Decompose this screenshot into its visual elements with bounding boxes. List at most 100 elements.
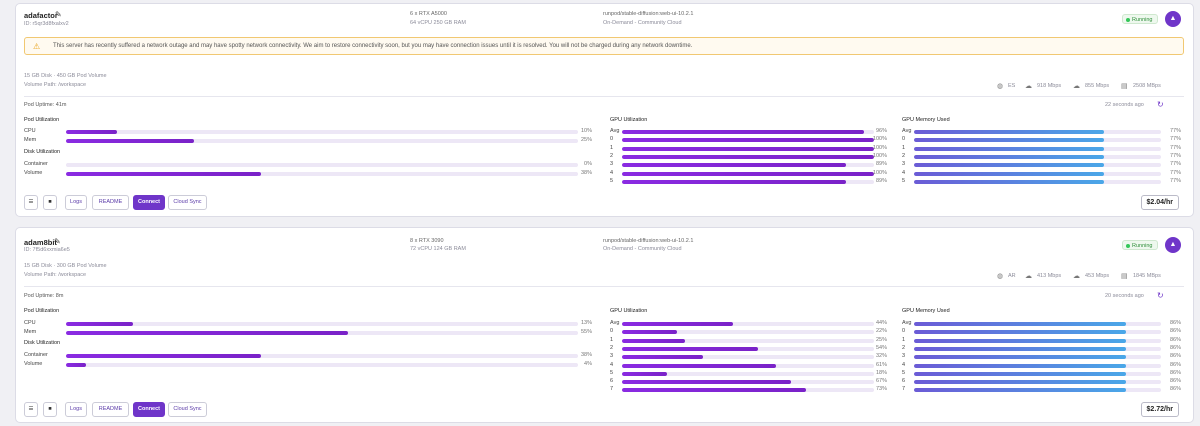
gpu-mem-track <box>914 163 1161 168</box>
gpu-mem-label: 7 <box>902 386 906 393</box>
refresh-icon[interactable]: ↻ <box>1157 100 1164 109</box>
gpu-util-track <box>622 138 874 143</box>
stop-button[interactable]: ■ <box>43 402 57 417</box>
gpu-util-track <box>622 130 874 134</box>
gpu-util-percent: 25% <box>875 336 887 343</box>
gpu-util-percent: 100% <box>872 144 887 151</box>
gpu-util-label: 3 <box>610 353 614 360</box>
gpu-util-fill <box>622 130 864 134</box>
gpu-util-fill <box>622 154 874 159</box>
disk-util-track <box>66 363 578 367</box>
connect-button[interactable]: Connect <box>133 195 165 210</box>
pod-id: ID: 7f5d6xxmia6e5 <box>24 247 70 253</box>
gpu-util-label: 6 <box>610 378 614 385</box>
cloud-sync-button[interactable]: Cloud Sync <box>168 402 207 417</box>
collapse-button[interactable]: ▲ <box>1165 11 1181 27</box>
gpu-mem-fill <box>914 380 1127 385</box>
gpu-mem-track <box>914 346 1161 351</box>
gpu-util-fill <box>622 146 874 151</box>
disk-util-label: Container <box>24 161 48 167</box>
gpu-util-fill <box>622 330 678 335</box>
gpu-mem-fill <box>914 163 1105 168</box>
gpu-util-track <box>622 146 874 151</box>
gpu-mem-percent: 77% <box>1169 144 1181 151</box>
edit-name-icon[interactable]: ✎ <box>54 237 61 246</box>
gpu-util-label: 3 <box>610 161 614 168</box>
edit-name-icon[interactable]: ✎ <box>55 10 62 19</box>
menu-button[interactable]: ☰ <box>24 195 38 210</box>
status-dot-icon <box>1126 17 1130 22</box>
gpu-util-percent: 100% <box>872 152 887 159</box>
gpu-mem-track <box>914 338 1161 343</box>
disk-icon: ▤ <box>1121 273 1128 280</box>
disk-util-fill <box>66 172 261 176</box>
gpu-mem-label: 4 <box>902 169 906 176</box>
gpu-mem-fill <box>914 355 1127 360</box>
container-image: runpod/stable-diffusion:web-ui-10.2.1 <box>603 238 694 244</box>
menu-icon: ☰ <box>28 406 34 412</box>
gpu-mem-fill <box>914 338 1127 343</box>
gpu-mem-fill <box>914 130 1105 134</box>
gpu-mem-fill <box>914 171 1105 176</box>
upload-cloud-icon: ☁ <box>1073 273 1080 280</box>
gpu-mem-percent: 86% <box>1169 336 1181 343</box>
disk-util-track <box>66 172 578 176</box>
collapse-button[interactable]: ▲ <box>1165 237 1181 253</box>
gpu-util-fill <box>622 138 874 143</box>
gpu-mem-percent: 86% <box>1169 386 1181 393</box>
logs-button[interactable]: Logs <box>65 402 87 417</box>
gpu-mem-label: 1 <box>902 336 906 343</box>
gpu-util-title: GPU Utilization <box>610 117 648 123</box>
gpu-util-track <box>622 355 874 360</box>
gpu-mem-fill <box>914 388 1127 393</box>
pod-card: adam8bit ✎ ID: 7f5d6xxmia6e5 8 x RTX 309… <box>15 227 1194 423</box>
gpu-util-percent: 100% <box>872 136 887 143</box>
gpu-mem-percent: 86% <box>1169 369 1181 376</box>
readme-button[interactable]: README <box>92 402 129 417</box>
pod-name: adafactor <box>24 11 58 20</box>
status-badge: Running <box>1122 14 1158 24</box>
logs-button[interactable]: Logs <box>65 195 87 210</box>
gpu-util-label: 2 <box>610 152 614 159</box>
gpu-util-track <box>622 363 874 368</box>
cloud-type: On-Demand - Community Cloud <box>603 20 682 26</box>
upload-cloud-icon: ☁ <box>1073 83 1080 90</box>
pod-util-track <box>66 139 578 143</box>
gpu-util-track <box>622 330 874 335</box>
gpu-util-track <box>622 388 874 393</box>
warning-icon: ⚠ <box>33 42 41 51</box>
gpu-util-track <box>622 322 874 326</box>
status-dot-icon <box>1126 243 1130 248</box>
disk-icon: ▤ <box>1121 83 1128 90</box>
gpu-mem-percent: 86% <box>1169 353 1181 360</box>
disk-util-track <box>66 354 578 358</box>
container-image: runpod/stable-diffusion:web-ui-10.2.1 <box>603 11 694 17</box>
gpu-util-percent: 67% <box>875 378 887 385</box>
stop-button[interactable]: ■ <box>43 195 57 210</box>
divider <box>24 286 1184 287</box>
readme-button[interactable]: README <box>92 195 129 210</box>
refresh-icon[interactable]: ↻ <box>1157 291 1164 300</box>
cloud-sync-button[interactable]: Cloud Sync <box>168 195 207 210</box>
gpu-mem-track <box>914 322 1161 326</box>
gpu-util-label: Avg <box>610 128 620 134</box>
gpu-mem-label: 3 <box>902 353 906 360</box>
download-speed: 413 Mbps <box>1037 273 1062 279</box>
gpu-util-percent: 18% <box>875 369 887 376</box>
gpu-util-label: 5 <box>610 369 614 376</box>
gpu-util-percent: 54% <box>875 344 887 351</box>
disk-info: 15 GB Disk · 450 GB Pod Volume <box>24 73 107 79</box>
pod-util-fill <box>66 130 118 134</box>
pod-util-fill <box>66 331 348 335</box>
gpu-mem-track <box>914 179 1161 184</box>
globe-icon: ◍ <box>997 83 1004 90</box>
gpu-mem-percent: 86% <box>1169 320 1181 326</box>
gpu-util-title: GPU Utilization <box>610 308 648 314</box>
divider <box>24 96 1184 97</box>
pod-util-track <box>66 331 578 335</box>
gpu-util-percent: 44% <box>875 320 887 326</box>
menu-button[interactable]: ☰ <box>24 402 38 417</box>
last-updated: 22 seconds ago <box>1105 102 1144 108</box>
connect-button[interactable]: Connect <box>133 402 165 417</box>
gpu-util-track <box>622 346 874 351</box>
